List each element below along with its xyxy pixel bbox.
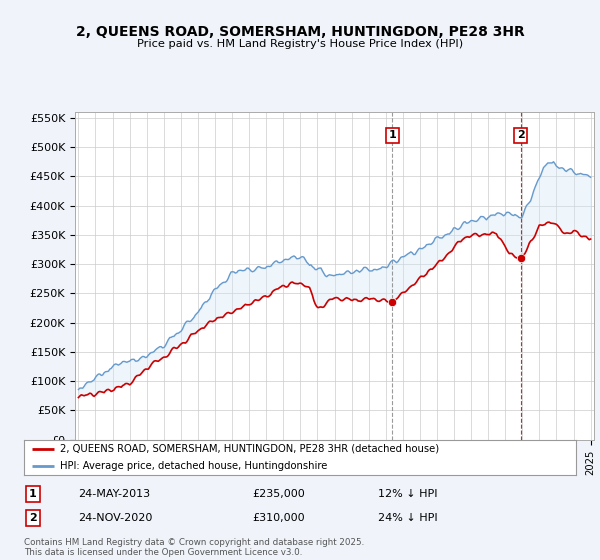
Text: 2: 2: [29, 513, 37, 523]
Text: 24-MAY-2013: 24-MAY-2013: [78, 489, 150, 499]
Text: 2: 2: [517, 130, 524, 141]
Text: 1: 1: [388, 130, 396, 141]
Text: 2, QUEENS ROAD, SOMERSHAM, HUNTINGDON, PE28 3HR (detached house): 2, QUEENS ROAD, SOMERSHAM, HUNTINGDON, P…: [60, 444, 439, 454]
Text: HPI: Average price, detached house, Huntingdonshire: HPI: Average price, detached house, Hunt…: [60, 461, 327, 471]
Text: Contains HM Land Registry data © Crown copyright and database right 2025.
This d: Contains HM Land Registry data © Crown c…: [24, 538, 364, 557]
Text: £235,000: £235,000: [252, 489, 305, 499]
Text: 1: 1: [29, 489, 37, 499]
Text: 24-NOV-2020: 24-NOV-2020: [78, 513, 152, 523]
Text: Price paid vs. HM Land Registry's House Price Index (HPI): Price paid vs. HM Land Registry's House …: [137, 39, 463, 49]
Text: 24% ↓ HPI: 24% ↓ HPI: [378, 513, 437, 523]
Text: £310,000: £310,000: [252, 513, 305, 523]
Text: 2, QUEENS ROAD, SOMERSHAM, HUNTINGDON, PE28 3HR: 2, QUEENS ROAD, SOMERSHAM, HUNTINGDON, P…: [76, 26, 524, 39]
Text: 12% ↓ HPI: 12% ↓ HPI: [378, 489, 437, 499]
